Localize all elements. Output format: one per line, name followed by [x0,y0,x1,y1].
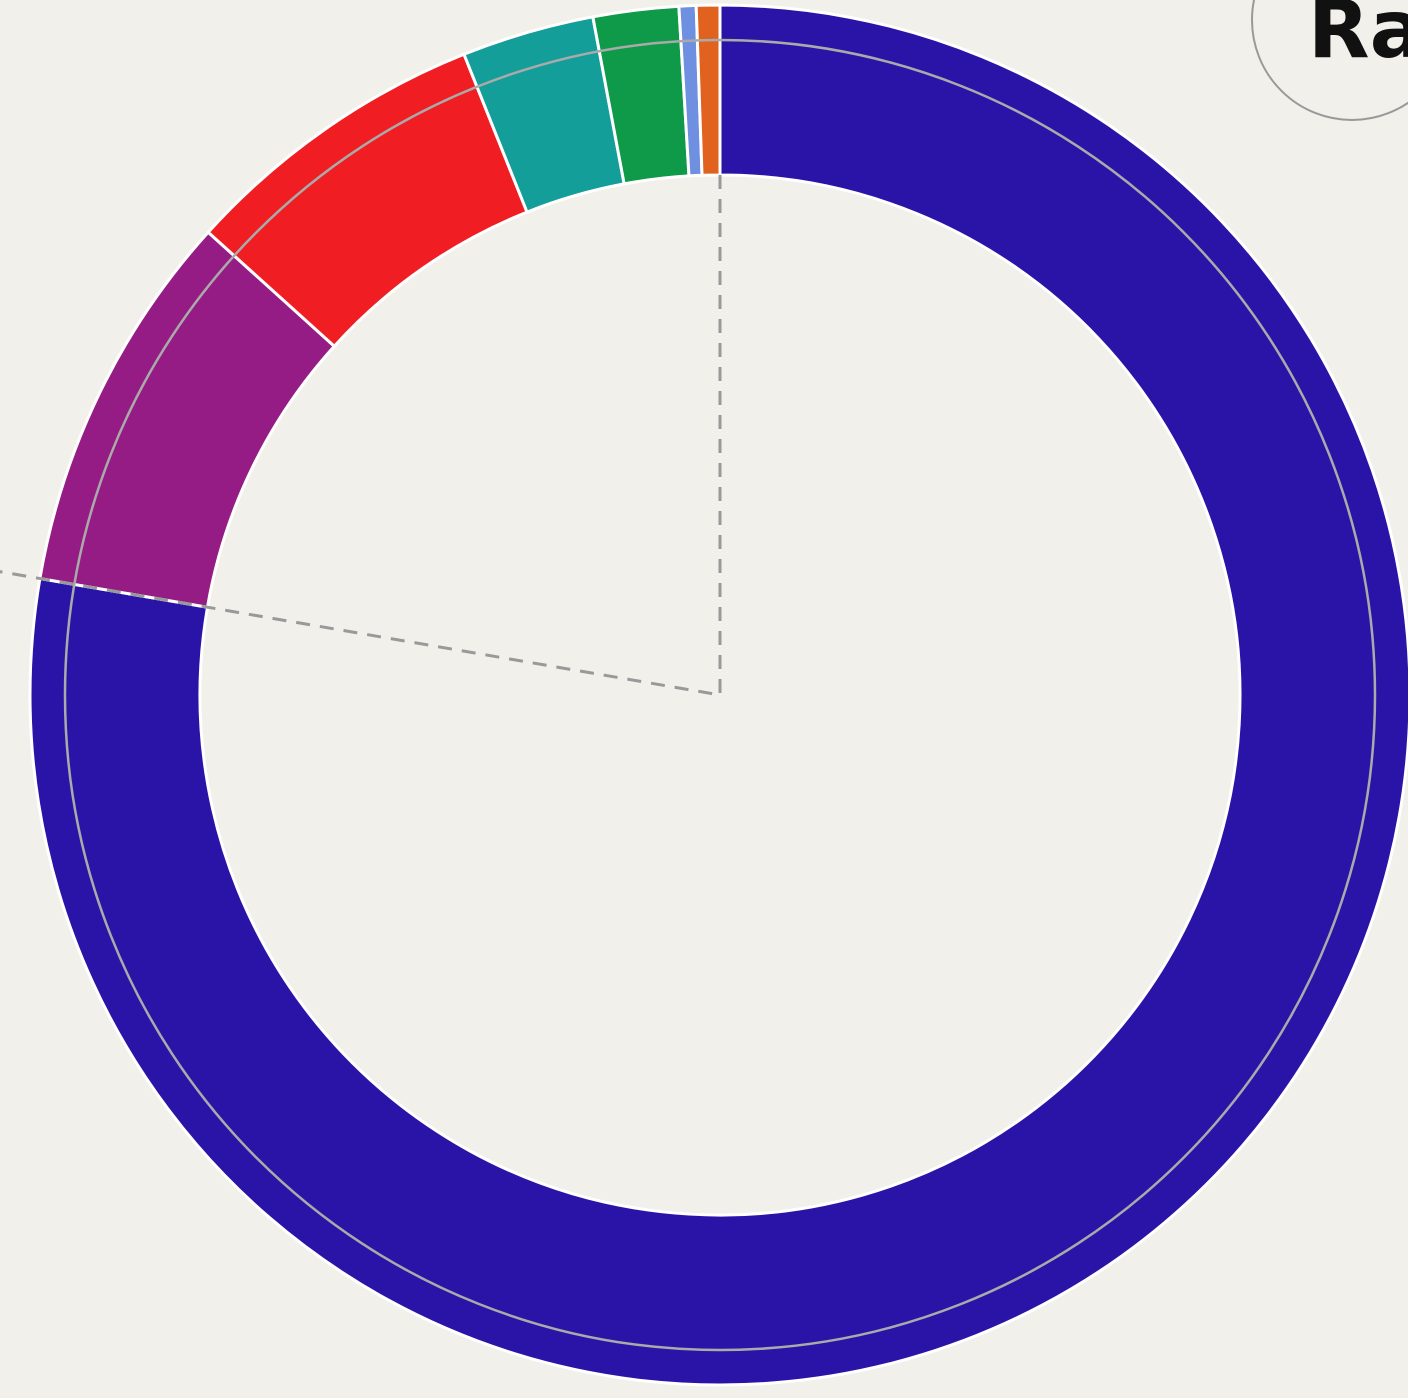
donut-segment [28,3,1408,1387]
guide-ring [63,38,1377,1352]
donut-segment [694,3,722,177]
guide-dashes [0,175,722,697]
annotation: Ra [1308,0,1408,76]
badge-circle [1251,0,1408,121]
